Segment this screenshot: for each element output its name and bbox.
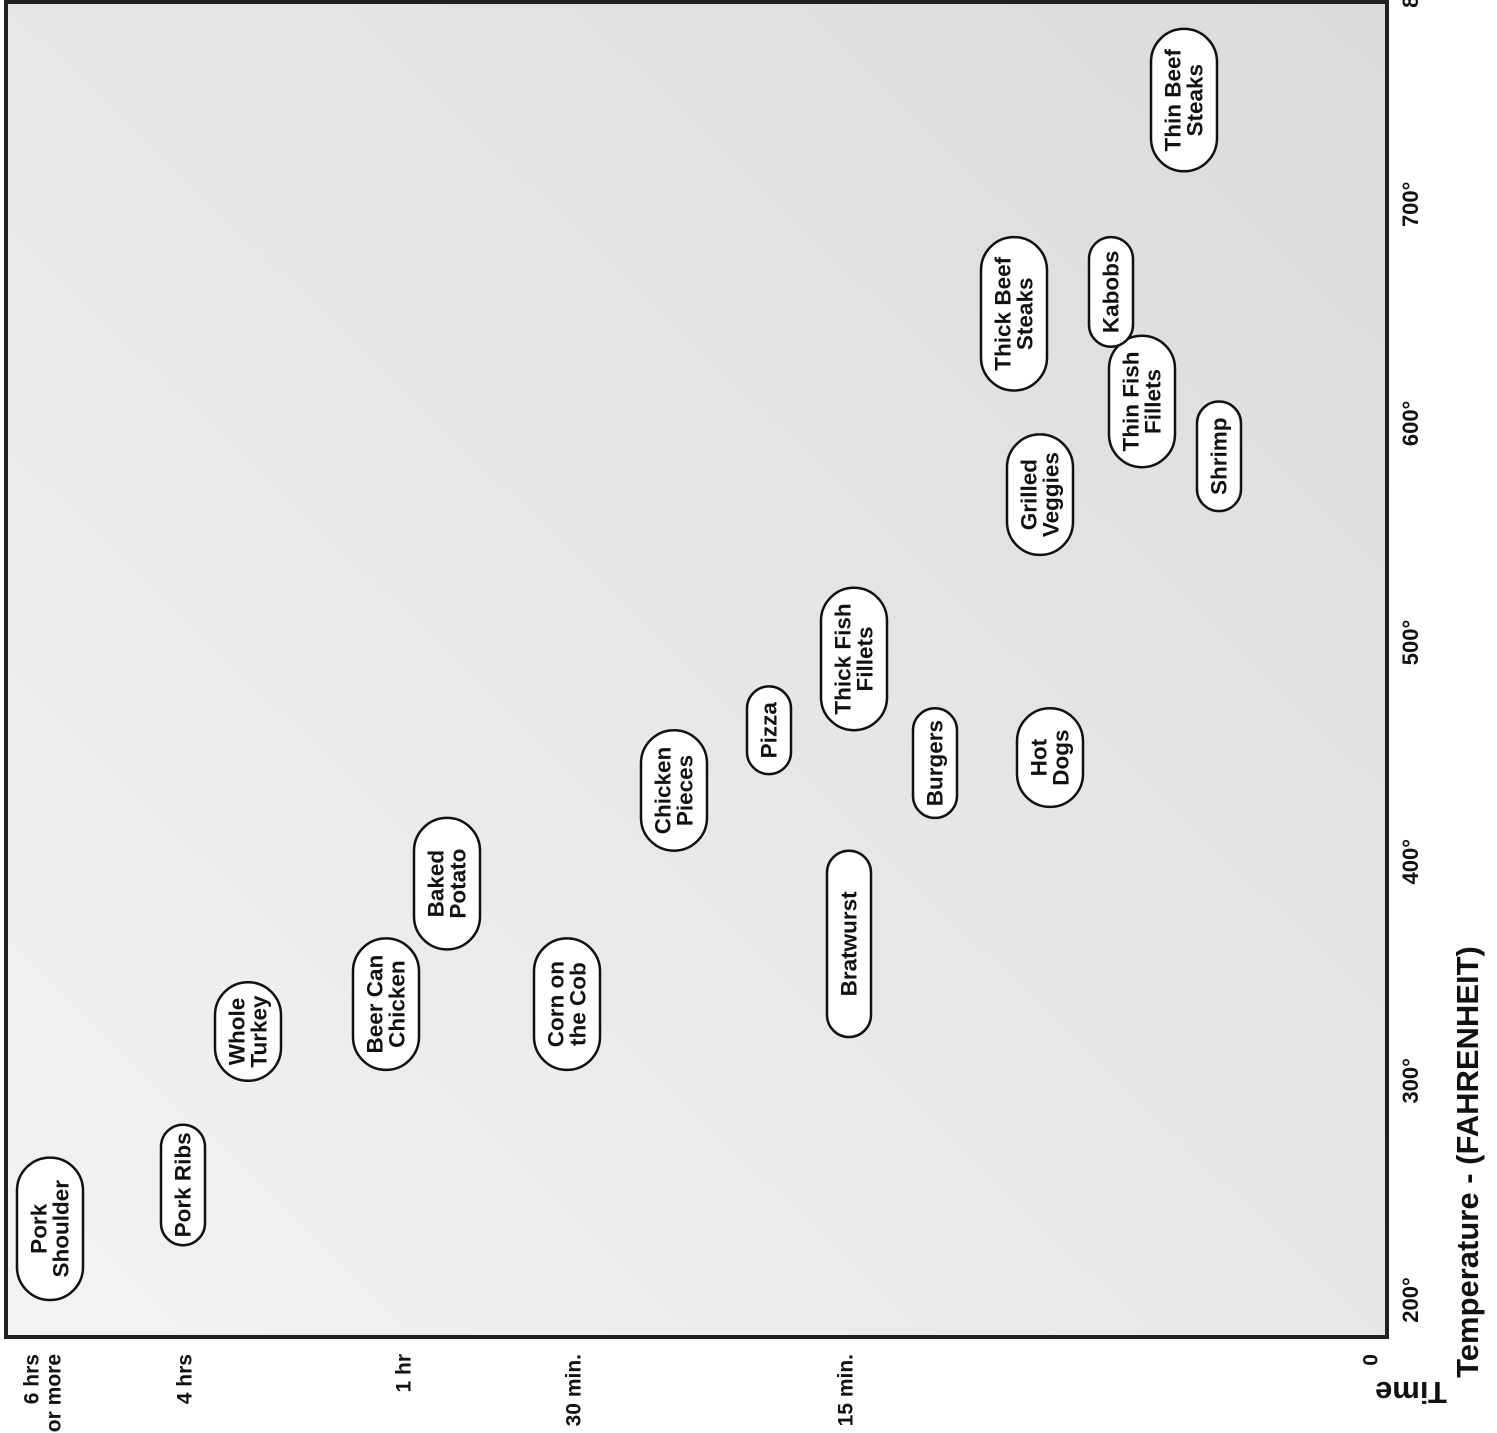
temperature-tick-label: 700° xyxy=(1398,182,1423,228)
food-bubble-shape xyxy=(532,937,602,1072)
food-label: Pork Ribs xyxy=(171,1132,196,1237)
food-label: Corn on xyxy=(544,961,569,1047)
temperature-tick-label: 500° xyxy=(1398,620,1423,666)
food-bubble: Pizza xyxy=(745,685,793,776)
food-bubble-shape xyxy=(159,1123,207,1247)
food-bubble-shape xyxy=(213,980,283,1083)
food-label: Steaks xyxy=(1013,278,1038,351)
food-label: Bratwurst xyxy=(837,891,862,997)
food-bubble: Bratwurst xyxy=(825,849,873,1039)
food-label: Burgers xyxy=(923,720,948,806)
food-label: Thin Fish xyxy=(1119,352,1144,452)
temperature-tick-label: 200° xyxy=(1398,1277,1423,1323)
food-label: Thick Fish xyxy=(831,603,856,714)
food-label: Fillets xyxy=(1141,369,1166,434)
time-tick-label: 1 hr xyxy=(393,1354,416,1393)
temperature-axis-ticks: 200° 300° 400° 500° 600° 700° 800° xyxy=(1398,0,1423,1323)
food-label: Pizza xyxy=(757,702,782,759)
food-bubble-shape xyxy=(825,849,873,1039)
food-bubble-shape xyxy=(979,235,1049,392)
temperature-tick-label: 800° xyxy=(1398,0,1423,8)
time-tick-text: 0 xyxy=(1360,1354,1383,1366)
food-bubble-shape xyxy=(1005,433,1075,557)
food-label: Shrimp xyxy=(1207,418,1232,496)
food-bubble-shape xyxy=(819,586,889,732)
time-axis-ticks: 0 15 min. 30 min. 1 hr 4 hrs 6 hrs or more xyxy=(21,1354,1383,1432)
food-bubble-shape xyxy=(412,816,482,951)
food-bubble-shape xyxy=(745,685,793,776)
food-bubble-shape xyxy=(639,728,709,852)
food-label: Veggies xyxy=(1039,452,1064,537)
time-axis-title: Time xyxy=(1375,1375,1447,1410)
time-tick-text: 1 hr xyxy=(393,1354,416,1393)
food-bubble-shape xyxy=(15,1156,85,1302)
time-tick-text: or more xyxy=(43,1354,66,1432)
food-label: Baked xyxy=(424,850,449,918)
time-tick-label: 30 min. xyxy=(563,1354,586,1426)
food-label: Chicken xyxy=(385,960,410,1048)
food-bubble: Shrimp xyxy=(1195,400,1243,513)
food-bubble: Kabobs xyxy=(1087,235,1135,348)
food-bubble-shape xyxy=(1087,235,1135,348)
food-bubble-shape xyxy=(1195,400,1243,513)
time-tick-label: 15 min. xyxy=(835,1354,858,1426)
food-label: Kabobs xyxy=(1099,251,1124,334)
food-bubble-shape xyxy=(1149,27,1219,173)
time-tick-label: 6 hrs or more xyxy=(21,1354,66,1432)
time-tick-text: 4 hrs xyxy=(174,1354,197,1404)
food-label: Shoulder xyxy=(49,1180,74,1278)
food-bubble: Pork Ribs xyxy=(159,1123,207,1247)
food-label: Steaks xyxy=(1183,64,1208,137)
food-label: Thick Beef xyxy=(991,256,1016,370)
food-bubble-shape xyxy=(1107,334,1177,469)
food-label: Pork xyxy=(27,1203,52,1254)
food-bubble-shape xyxy=(351,937,421,1072)
food-label: the Cob xyxy=(566,962,591,1046)
time-tick-text: 15 min. xyxy=(835,1354,858,1426)
temperature-tick-label: 300° xyxy=(1398,1058,1423,1104)
time-tick-label: 4 hrs xyxy=(174,1354,197,1404)
temperature-tick-label: 600° xyxy=(1398,401,1423,447)
food-label: Pieces xyxy=(673,755,698,826)
food-label: Hot xyxy=(1027,738,1052,776)
food-label: Grilled xyxy=(1017,459,1042,530)
temperature-tick-label: 400° xyxy=(1398,839,1423,885)
food-label: Thin Beef xyxy=(1161,48,1186,151)
food-bubble: Burgers xyxy=(911,707,959,820)
plot-area xyxy=(4,0,1389,1339)
food-label: Potato xyxy=(446,849,471,919)
time-tick-text: 30 min. xyxy=(563,1354,586,1426)
food-bubble-shape xyxy=(911,707,959,820)
time-tick-label: 0 xyxy=(1360,1354,1383,1366)
food-label: Chicken xyxy=(651,747,676,835)
food-bubble-shape xyxy=(1015,707,1085,809)
time-tick-text: 6 hrs xyxy=(21,1354,44,1404)
food-label: Beer Can xyxy=(363,955,388,1054)
food-label: Whole xyxy=(225,998,250,1066)
food-label: Turkey xyxy=(247,995,272,1068)
temperature-axis-title: Temperature - (FAHRENHEIT) xyxy=(1450,946,1485,1378)
food-label: Fillets xyxy=(853,626,878,691)
food-label: Dogs xyxy=(1049,729,1074,785)
